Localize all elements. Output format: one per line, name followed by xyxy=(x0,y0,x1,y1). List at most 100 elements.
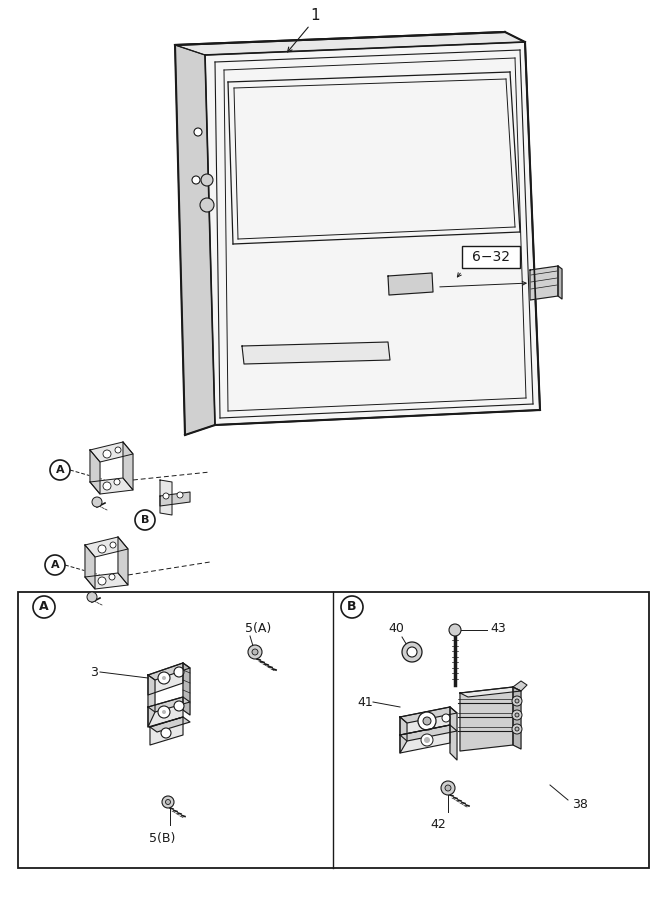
Circle shape xyxy=(163,493,169,499)
Polygon shape xyxy=(400,707,450,735)
Text: A: A xyxy=(55,465,64,475)
Circle shape xyxy=(103,482,111,490)
Circle shape xyxy=(162,710,166,714)
Polygon shape xyxy=(90,478,133,494)
Circle shape xyxy=(201,174,213,186)
Polygon shape xyxy=(460,687,521,697)
Circle shape xyxy=(418,712,436,730)
Polygon shape xyxy=(148,697,183,727)
Text: 38: 38 xyxy=(572,798,588,812)
Text: 41: 41 xyxy=(357,696,373,708)
Circle shape xyxy=(512,724,522,734)
Bar xyxy=(462,246,520,268)
Bar xyxy=(18,592,649,868)
Polygon shape xyxy=(175,32,525,55)
Circle shape xyxy=(421,734,433,746)
Circle shape xyxy=(248,645,262,659)
Polygon shape xyxy=(90,442,133,462)
Polygon shape xyxy=(148,663,190,680)
Circle shape xyxy=(110,542,116,548)
Circle shape xyxy=(162,676,166,680)
Circle shape xyxy=(165,799,171,805)
Circle shape xyxy=(92,497,102,507)
Polygon shape xyxy=(148,697,190,712)
Polygon shape xyxy=(460,687,513,751)
Polygon shape xyxy=(530,266,558,300)
Circle shape xyxy=(50,460,70,480)
Circle shape xyxy=(109,574,115,580)
Circle shape xyxy=(512,696,522,706)
Polygon shape xyxy=(160,492,190,506)
Circle shape xyxy=(192,176,200,184)
Circle shape xyxy=(162,796,174,808)
Text: B: B xyxy=(348,600,357,614)
Text: 43: 43 xyxy=(490,622,506,634)
Circle shape xyxy=(87,592,97,602)
Circle shape xyxy=(115,447,121,453)
Circle shape xyxy=(200,198,214,212)
Circle shape xyxy=(252,649,258,655)
Polygon shape xyxy=(400,725,450,753)
Circle shape xyxy=(33,596,55,618)
Circle shape xyxy=(424,737,430,743)
Circle shape xyxy=(515,713,519,717)
Polygon shape xyxy=(242,342,390,364)
Polygon shape xyxy=(90,450,100,494)
Polygon shape xyxy=(388,273,433,295)
Polygon shape xyxy=(150,717,190,732)
Text: 42: 42 xyxy=(430,818,446,831)
Circle shape xyxy=(158,706,170,718)
Polygon shape xyxy=(150,717,183,745)
Polygon shape xyxy=(85,545,95,589)
Circle shape xyxy=(512,710,522,720)
Circle shape xyxy=(161,728,171,738)
Polygon shape xyxy=(118,537,128,585)
Polygon shape xyxy=(148,675,155,727)
Circle shape xyxy=(177,492,183,498)
Circle shape xyxy=(445,785,451,791)
Circle shape xyxy=(449,624,461,636)
Text: A: A xyxy=(39,600,49,614)
Circle shape xyxy=(114,479,120,485)
Text: A: A xyxy=(51,560,59,570)
Circle shape xyxy=(174,667,184,677)
Text: 5(A): 5(A) xyxy=(245,622,271,635)
Polygon shape xyxy=(183,663,190,715)
Circle shape xyxy=(45,555,65,575)
Circle shape xyxy=(515,699,519,703)
Text: 1: 1 xyxy=(310,8,319,23)
Circle shape xyxy=(135,510,155,530)
Circle shape xyxy=(158,672,170,684)
Polygon shape xyxy=(123,442,133,490)
Polygon shape xyxy=(400,725,457,741)
Circle shape xyxy=(441,781,455,795)
Circle shape xyxy=(515,727,519,731)
Circle shape xyxy=(442,714,450,722)
Polygon shape xyxy=(175,45,215,435)
Polygon shape xyxy=(450,707,457,760)
Circle shape xyxy=(341,596,363,618)
Polygon shape xyxy=(400,707,457,723)
Circle shape xyxy=(174,701,184,711)
Circle shape xyxy=(402,642,422,662)
Polygon shape xyxy=(85,573,128,589)
Polygon shape xyxy=(513,681,527,691)
Circle shape xyxy=(423,717,431,725)
Polygon shape xyxy=(148,663,183,695)
Polygon shape xyxy=(558,266,562,299)
Text: 5(B): 5(B) xyxy=(149,832,175,845)
Circle shape xyxy=(407,647,417,657)
Text: 3: 3 xyxy=(90,665,98,679)
Text: 6−32: 6−32 xyxy=(472,250,510,264)
Polygon shape xyxy=(160,480,172,515)
Circle shape xyxy=(98,577,106,585)
Text: 40: 40 xyxy=(388,622,404,635)
Text: B: B xyxy=(141,515,149,525)
Polygon shape xyxy=(205,42,540,425)
Polygon shape xyxy=(400,717,407,753)
Circle shape xyxy=(103,450,111,458)
Polygon shape xyxy=(513,687,521,749)
Circle shape xyxy=(98,545,106,553)
Polygon shape xyxy=(85,537,128,557)
Circle shape xyxy=(194,128,202,136)
